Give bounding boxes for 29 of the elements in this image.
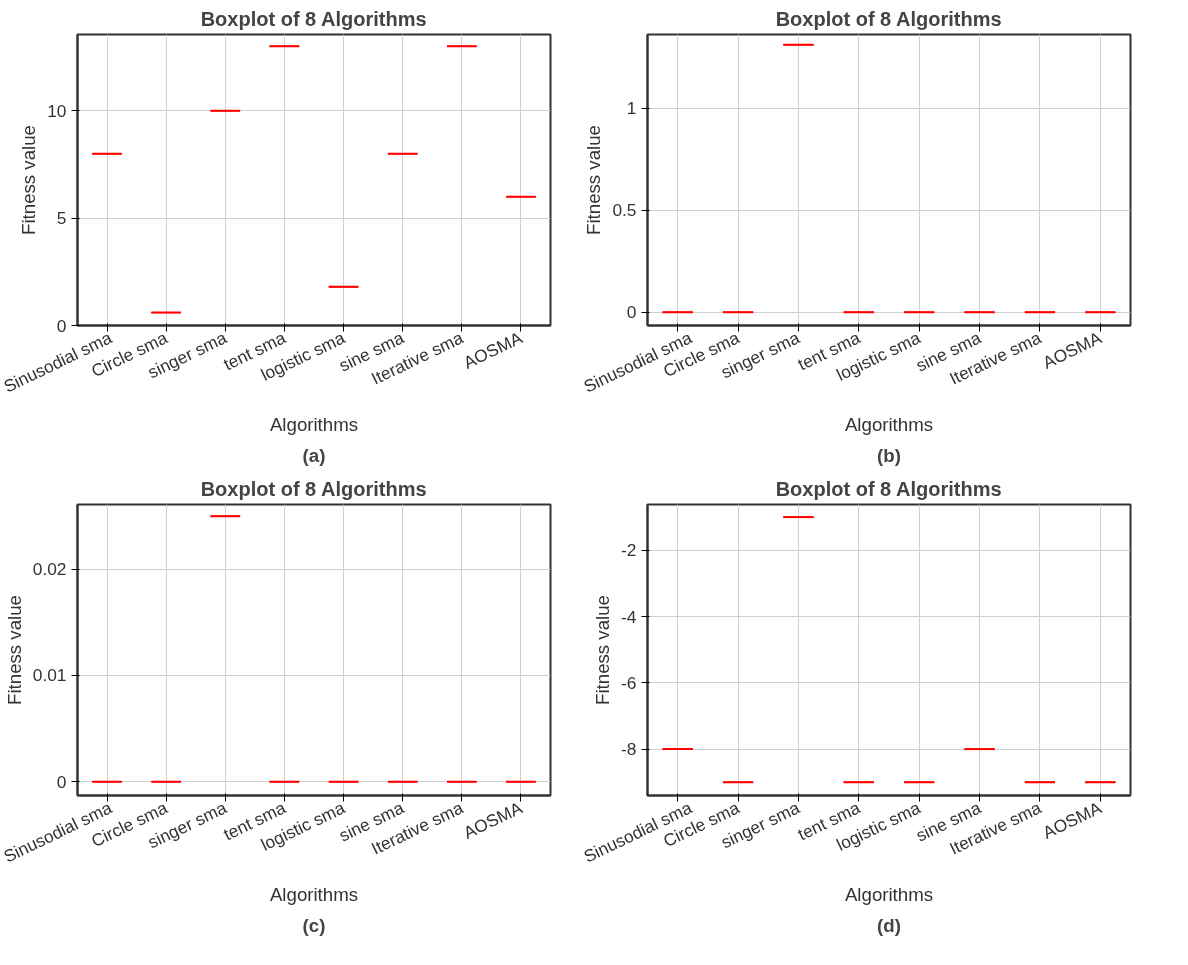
y-tick-label: 5 (56, 208, 67, 229)
y-tick-label: 0 (626, 302, 637, 323)
y-axis-title: Fitness value (583, 125, 605, 235)
y-tick-label: -6 (621, 672, 637, 693)
y-tick-label: -2 (621, 540, 637, 561)
y-tick-label: 0.01 (32, 665, 67, 686)
chart-title: Boxplot of 8 Algorithms (775, 7, 1002, 30)
y-tick-label: 1 (626, 98, 637, 119)
y-axis-title: Fitness value (592, 595, 614, 705)
text: (b) (877, 444, 901, 466)
y-tick-label: -4 (621, 606, 637, 627)
text: (d) (877, 914, 901, 936)
y-tick-label: 0 (56, 315, 67, 336)
x-axis-title: Algorithms (844, 883, 934, 905)
chart-title: Boxplot of 8 Algorithms (775, 477, 1002, 500)
x-axis-title: Algorithms (844, 413, 934, 435)
y-tick-label: 0.5 (612, 200, 637, 221)
text: (c) (302, 914, 326, 936)
x-axis-title: Algorithms (269, 883, 359, 905)
text: (a) (302, 444, 326, 466)
y-axis-title: Fitness value (3, 595, 25, 705)
y-tick-label: -8 (621, 739, 637, 760)
y-axis-title: Fitness value (18, 125, 40, 235)
y-tick-label: 0 (56, 771, 67, 792)
y-tick-label: 0.02 (32, 559, 67, 580)
chart-title: Boxplot of 8 Algorithms (200, 477, 427, 500)
chart-title: Boxplot of 8 Algorithms (200, 7, 427, 30)
x-axis-title: Algorithms (269, 413, 359, 435)
y-tick-label: 10 (47, 100, 67, 121)
